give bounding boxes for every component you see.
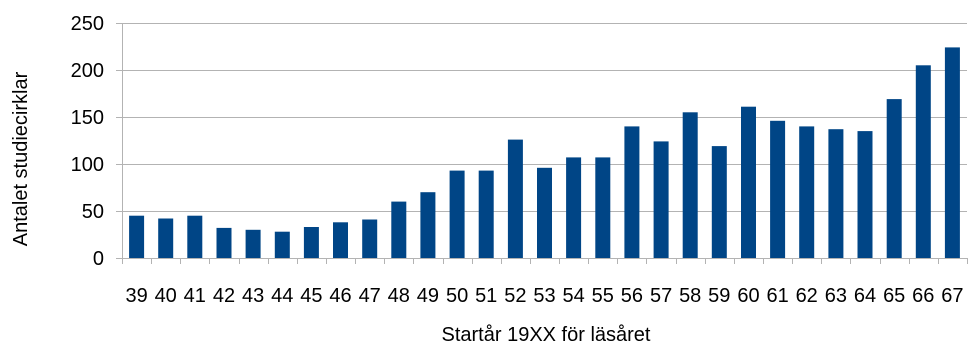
x-tick-label: 64	[854, 285, 876, 307]
x-tick-label: 50	[446, 285, 468, 307]
bar-43	[245, 229, 261, 258]
x-tick-label: 45	[300, 285, 322, 307]
y-tick-labels: 0 50 100 150 200 250	[71, 13, 104, 270]
bar-42	[216, 227, 232, 258]
y-tick-label: 50	[82, 201, 104, 223]
bar-56	[624, 126, 640, 259]
x-tick-label: 43	[242, 285, 264, 307]
bar-59	[711, 146, 727, 258]
bar-45	[303, 227, 319, 258]
x-axis-title: Startår 19XX för läsåret	[442, 324, 651, 346]
bar-39	[129, 215, 145, 258]
x-tick-label: 55	[592, 285, 614, 307]
bar-63	[828, 129, 844, 258]
x-tick-label: 66	[912, 285, 934, 307]
bar-49	[420, 192, 436, 258]
x-tick-label: 49	[417, 285, 439, 307]
bar-44	[274, 231, 290, 258]
bar-52	[507, 139, 523, 258]
bar-50	[449, 170, 465, 258]
x-tick-label: 39	[125, 285, 147, 307]
x-tick-label: 57	[650, 285, 672, 307]
x-tick-label: 67	[941, 285, 963, 307]
x-tick-label: 63	[825, 285, 847, 307]
bar-55	[595, 157, 611, 258]
y-tick-label: 250	[71, 13, 104, 35]
x-tick-label: 59	[708, 285, 730, 307]
bar-41	[187, 215, 203, 258]
bar-67	[944, 47, 960, 259]
bars	[129, 47, 960, 259]
x-tick-label: 46	[329, 285, 351, 307]
bar-61	[770, 120, 786, 258]
y-tick-label: 200	[71, 60, 104, 82]
x-tick-label: 52	[504, 285, 526, 307]
x-tick-label: 47	[359, 285, 381, 307]
x-tick-label: 65	[883, 285, 905, 307]
bar-54	[566, 157, 582, 258]
bar-48	[391, 201, 407, 258]
bar-60	[741, 106, 756, 258]
x-tick-label: 51	[475, 285, 497, 307]
bar-65	[886, 99, 902, 258]
x-tick-label: 54	[562, 285, 584, 307]
bar-62	[799, 126, 815, 259]
bar-47	[362, 219, 378, 258]
x-tick-label: 60	[737, 285, 759, 307]
bar-40	[158, 218, 174, 258]
x-tick-label: 40	[155, 285, 177, 307]
y-tick-label: 150	[71, 107, 104, 129]
x-tick-label: 48	[388, 285, 410, 307]
x-tick-label: 44	[271, 285, 293, 307]
y-axis-title: Antalet studiecirklar	[10, 71, 32, 246]
bar-58	[682, 112, 698, 258]
y-tick-label: 0	[93, 248, 104, 270]
x-tick-label: 42	[213, 285, 235, 307]
bar-66	[915, 65, 931, 258]
bar-57	[653, 141, 669, 258]
bar-51	[478, 170, 494, 258]
x-tick-labels: 39 40 41 42 43 44 45 46 47 48 49 50 51 52 53 54 55 56 57 58…	[125, 285, 963, 307]
bar-46	[333, 222, 348, 258]
x-tick-label: 62	[796, 285, 818, 307]
x-tick-label: 61	[766, 285, 788, 307]
x-tick-label: 53	[533, 285, 555, 307]
bar-53	[537, 167, 552, 258]
bar-64	[857, 131, 873, 258]
x-tick-label: 41	[184, 285, 206, 307]
axes	[122, 23, 968, 264]
x-tick-label: 56	[621, 285, 643, 307]
y-tick-label: 100	[71, 154, 104, 176]
x-tick-label: 58	[679, 285, 701, 307]
